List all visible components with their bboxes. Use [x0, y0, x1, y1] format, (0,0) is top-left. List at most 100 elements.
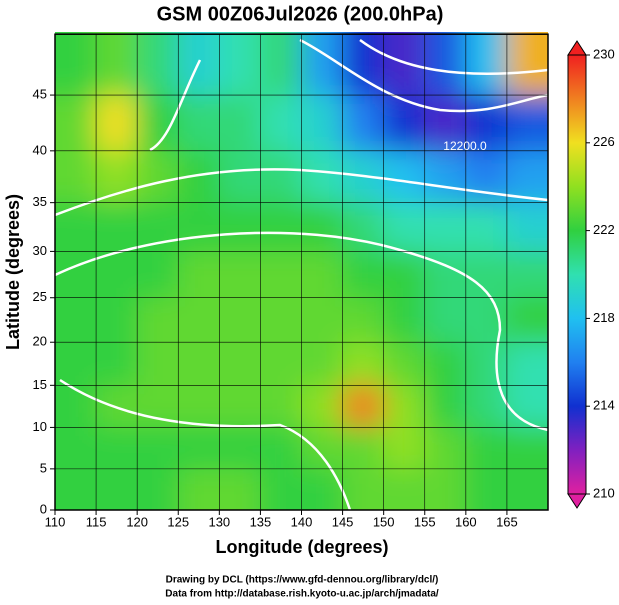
field-cell [95, 468, 138, 510]
field-cell [342, 384, 385, 428]
field-cell [136, 426, 179, 470]
field-cell [177, 468, 220, 510]
field-cell [301, 297, 344, 343]
y-tick-label: 45 [33, 87, 47, 102]
field-cell [342, 297, 385, 343]
field-cell [95, 94, 138, 152]
field-cell [506, 150, 548, 204]
field-cell [136, 468, 179, 510]
colorbar-tick-label: 214 [593, 398, 615, 413]
contour [299, 38, 548, 113]
field-cell [259, 468, 302, 510]
field-cell [177, 94, 220, 152]
field-cell [55, 426, 97, 470]
field-cell [301, 384, 344, 428]
field-cell [218, 32, 261, 96]
field-cell [136, 341, 179, 386]
field-cell [301, 250, 344, 299]
x-tick-label: 130 [208, 514, 230, 529]
field-cell [95, 202, 138, 252]
x-tick-label: 140 [291, 514, 313, 529]
plot-frame [54, 33, 549, 511]
field-cell [506, 341, 548, 386]
field-cell [301, 426, 344, 470]
y-tick-label: 20 [33, 334, 47, 349]
y-tick-label: 25 [33, 289, 47, 304]
field-cell [218, 150, 261, 204]
field-cell [465, 468, 508, 510]
field-cell [301, 94, 344, 152]
field-cell [383, 341, 426, 386]
overlay: 110 115 120 125 130 135 140 145 150 155 160 165 0 5 10… [33, 33, 549, 529]
field-cell [136, 202, 179, 252]
colorbar-tick-label: 210 [593, 485, 615, 500]
field-cell [506, 202, 548, 252]
field-cell [383, 426, 426, 470]
field-cell [55, 94, 97, 152]
y-tick-label: 0 [40, 501, 47, 516]
field-cell [55, 384, 97, 428]
field-cell [342, 94, 385, 152]
field-cell [55, 202, 97, 252]
field-cell [506, 32, 548, 96]
field-cell [95, 426, 138, 470]
field-cell [465, 202, 508, 252]
field-cell [55, 468, 97, 510]
contour [59, 378, 352, 510]
field-cell [465, 341, 508, 386]
field-cell [424, 202, 467, 252]
x-tick-label: 165 [496, 514, 518, 529]
field-cell [218, 297, 261, 343]
field-cell [259, 297, 302, 343]
field-cell [218, 94, 261, 152]
field-cell [342, 341, 385, 386]
field-cell [136, 150, 179, 204]
field-cell [55, 150, 97, 204]
field-cell [136, 297, 179, 343]
colorbar-bottom [567, 493, 587, 509]
x-tick-label: 155 [414, 514, 436, 529]
field-cell [383, 32, 426, 96]
x-tick-label: 145 [332, 514, 354, 529]
x-axis-label: Longitude (degrees) [215, 537, 388, 557]
x-tick-label: 125 [167, 514, 189, 529]
field-cells [55, 32, 548, 510]
colorbar-tick-label: 222 [593, 222, 615, 237]
x-tick-label: 120 [126, 514, 148, 529]
field-cell [424, 94, 467, 152]
field-cell [177, 297, 220, 343]
field-cell [55, 32, 97, 96]
y-tick-label: 40 [33, 142, 47, 157]
colorbar-tick-label: 226 [593, 134, 615, 149]
field-cell [95, 341, 138, 386]
y-tick-label: 15 [33, 377, 47, 392]
field-cell [465, 32, 508, 96]
field-cell [218, 202, 261, 252]
field-cell [424, 150, 467, 204]
field-cell [218, 426, 261, 470]
field-cell [259, 341, 302, 386]
y-tick-label: 35 [33, 194, 47, 209]
field-cell [259, 426, 302, 470]
field-cell [177, 426, 220, 470]
field-cell [218, 341, 261, 386]
y-tick-label: 5 [40, 460, 47, 475]
field-cell [177, 384, 220, 428]
field-cell [506, 250, 548, 299]
field-cell [218, 250, 261, 299]
colorbar-tick-label: 218 [593, 310, 615, 325]
contour [359, 38, 548, 75]
field-cell [506, 426, 548, 470]
field-cell [95, 297, 138, 343]
field-cell [218, 468, 261, 510]
field-cell [342, 426, 385, 470]
field-cell [342, 250, 385, 299]
field-cell [465, 297, 508, 343]
field-cell [95, 150, 138, 204]
field [55, 32, 548, 510]
field-cell [301, 202, 344, 252]
field-cell [424, 426, 467, 470]
field-cell [136, 32, 179, 96]
